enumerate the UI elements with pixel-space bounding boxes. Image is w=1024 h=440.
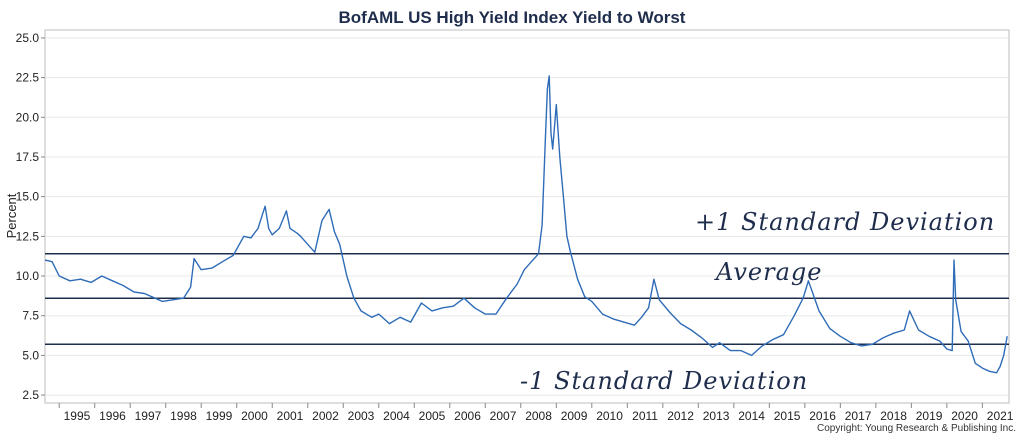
y-tick-label: 15.0 xyxy=(16,190,40,204)
x-tick-label: 2017 xyxy=(845,409,872,423)
x-tick-label: 2008 xyxy=(525,409,552,423)
x-tick-label: 2011 xyxy=(632,409,658,423)
x-tick-label: 2001 xyxy=(277,409,304,423)
y-tick-label: 5.0 xyxy=(22,348,39,362)
x-tick-label: 1996 xyxy=(99,409,126,423)
x-tick-label: 2015 xyxy=(774,409,801,423)
x-tick-label: 2012 xyxy=(667,409,694,423)
x-tick-label: 1997 xyxy=(135,409,162,423)
x-tick-label: 2018 xyxy=(880,409,907,423)
chart-title: BofAML US High Yield Index Yield to Wors… xyxy=(339,8,686,27)
average-label: Average xyxy=(714,258,822,286)
x-tick-label: 2006 xyxy=(454,409,481,423)
y-tick-label: 20.0 xyxy=(16,110,40,124)
x-tick-label: 2002 xyxy=(312,409,339,423)
x-tick-label: 2005 xyxy=(419,409,446,423)
y-tick-label: 10.0 xyxy=(16,269,40,283)
x-tick-label: 2013 xyxy=(703,409,730,423)
copyright-text: Copyright: Young Research & Publishing I… xyxy=(817,423,1016,434)
y-tick-label: 2.5 xyxy=(22,388,39,402)
x-tick-label: 1998 xyxy=(170,409,197,423)
x-axis-ticks: 1995 1996 1997 1998 1999 2000 2001 2002 2003 2004… xyxy=(58,403,1014,423)
x-tick-label: 2004 xyxy=(383,409,410,423)
reference-lines xyxy=(45,253,1009,346)
x-tick-label: 2009 xyxy=(561,409,588,423)
y-tick-label: 17.5 xyxy=(16,150,40,164)
y-axis-label: Percent xyxy=(4,193,19,238)
x-tick-label: 2016 xyxy=(809,409,836,423)
y-tick-label: 25.0 xyxy=(16,31,40,45)
x-tick-label: 1999 xyxy=(206,409,233,423)
y-tick-label: 22.5 xyxy=(16,71,40,85)
series-layer xyxy=(44,75,1008,374)
x-tick-label: 1995 xyxy=(64,409,91,423)
x-tick-label: 2021 xyxy=(987,409,1014,423)
gridlines xyxy=(45,37,1009,396)
x-tick-label: 2000 xyxy=(241,409,268,423)
y-tick-label: 12.5 xyxy=(16,229,40,243)
x-tick-label: 2003 xyxy=(348,409,375,423)
x-tick-label: 2019 xyxy=(916,409,943,423)
x-tick-label: 2014 xyxy=(738,409,765,423)
series-line xyxy=(44,75,1008,374)
x-tick-label: 2010 xyxy=(596,409,623,423)
plus-one-sd-label: +1 Standard Deviation xyxy=(695,208,995,236)
x-tick-label: 2007 xyxy=(490,409,517,423)
minus-one-sd-label: -1 Standard Deviation xyxy=(520,367,808,395)
y-tick-label: 7.5 xyxy=(22,309,39,323)
y-axis-ticks: 2.5 5.0 7.5 10.0 12.5 15.0 17.5 20.0 22.5 25.0 xyxy=(16,31,45,402)
x-tick-label: 2020 xyxy=(951,409,978,423)
